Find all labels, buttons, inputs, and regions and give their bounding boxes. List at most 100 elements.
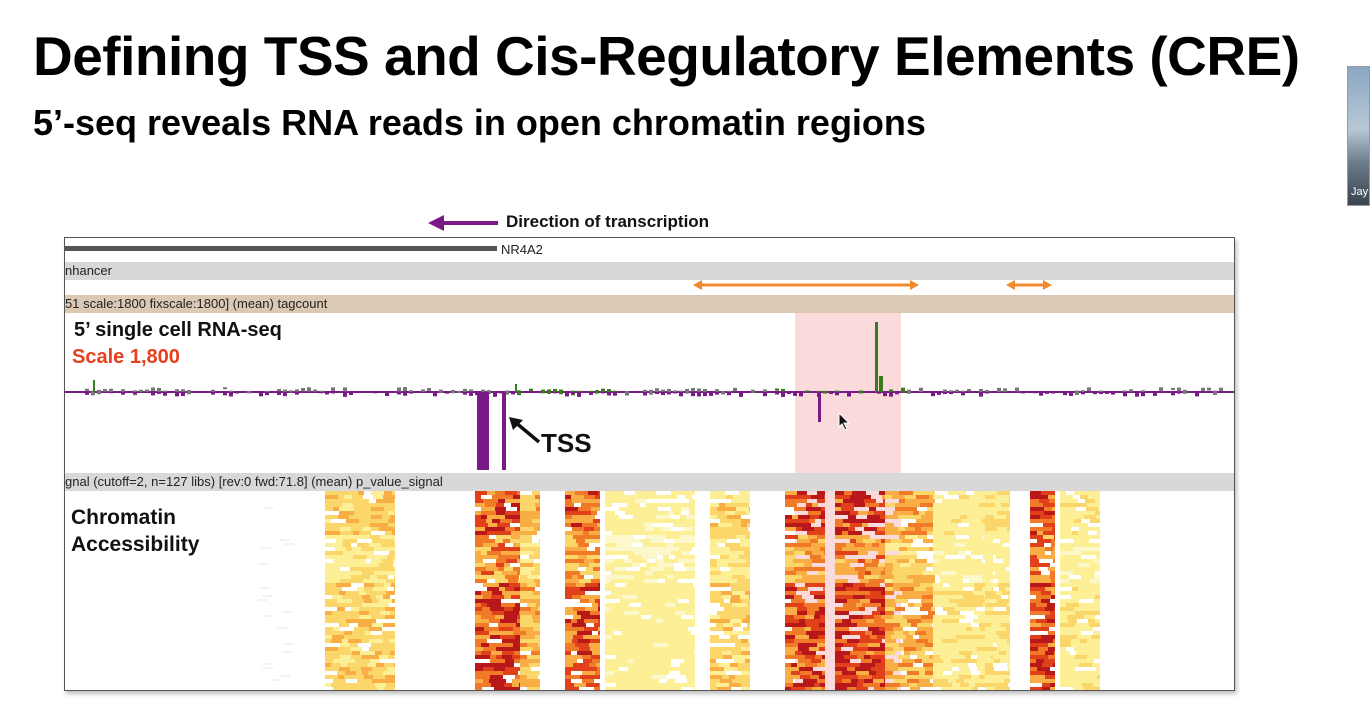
heatmap-cell: [362, 499, 369, 503]
tagcount-track-header[interactable]: 51 scale:1800 fixscale:1800] (mean) tagc…: [65, 295, 1234, 313]
heatmap-cell: [679, 547, 685, 551]
signal-reverse-mark: [607, 392, 611, 396]
signal-reverse-mark: [469, 392, 473, 396]
heatmap-cell: [668, 635, 683, 639]
signal-forward-mark: [439, 389, 443, 393]
signal-reverse-mark: [1045, 392, 1049, 394]
heatmap-cell: [355, 559, 365, 563]
heatmap-cell: [528, 623, 540, 627]
heatmap-cell: [1068, 619, 1077, 623]
heatmap-cell: [565, 631, 577, 635]
heatmap-cell: [1042, 687, 1050, 690]
heatmap-cell: [611, 607, 617, 611]
heatmap-cell: [628, 667, 635, 671]
heatmap-cell: [994, 659, 1000, 663]
heatmap-cell: [815, 611, 825, 615]
signal-track-header[interactable]: gnal (cutoff=2, n=127 libs) [rev:0 fwd:7…: [65, 473, 1234, 491]
heatmap-cell: [536, 687, 540, 690]
heatmap-cell: [573, 635, 583, 639]
heatmap-cell: [1030, 531, 1037, 535]
heatmap-cell: [916, 519, 931, 523]
heatmap-cell: [646, 503, 658, 507]
heatmap-cell: [785, 635, 795, 639]
heatmap-cell: [668, 583, 678, 587]
heatmap-cell: [1060, 567, 1068, 571]
video-thumbnail[interactable]: [1347, 66, 1370, 206]
heatmap-cell: [1004, 679, 1010, 683]
heatmap-cell: [710, 527, 718, 531]
heatmap-cell: [842, 619, 851, 623]
heatmap-cell: [944, 663, 959, 667]
heatmap-cell: [332, 595, 342, 599]
heatmap-cell: [872, 631, 885, 635]
heatmap-cell: [572, 575, 578, 579]
heatmap-cell: [263, 507, 274, 509]
heatmap-cell: [948, 579, 955, 583]
heatmap-cell: [680, 571, 695, 575]
heatmap-cell: [823, 587, 825, 591]
heatmap-cell: [985, 583, 998, 587]
heatmap-cell: [983, 555, 993, 559]
heatmap-cell: [880, 611, 885, 615]
heatmap-cell: [885, 539, 891, 543]
heatmap-cell: [794, 551, 805, 555]
heatmap-cell: [956, 679, 964, 683]
heatmap-cell: [853, 647, 868, 651]
heatmap-cell: [1097, 643, 1100, 647]
heatmap-cell: [956, 571, 970, 575]
signal-forward-mark: [955, 389, 959, 392]
heatmap-cell: [1030, 515, 1040, 519]
heatmap-cell: [1060, 619, 1068, 623]
heatmap-cell: [663, 611, 675, 615]
heatmap-cell: [871, 571, 881, 575]
heatmap-cell: [990, 579, 993, 583]
heatmap-cell: [688, 491, 695, 495]
heatmap-cell: [665, 603, 675, 607]
heatmap-cell: [864, 527, 877, 531]
signal-forward-mark: [85, 388, 89, 392]
heatmap-cell: [621, 579, 629, 583]
heatmap-cell: [835, 587, 846, 591]
heatmap-cell: [531, 679, 540, 683]
heatmap-cell: [995, 503, 1001, 507]
signal-forward-mark: [301, 387, 305, 392]
heatmap-cell: [475, 671, 489, 675]
enhancer-track-header[interactable]: nhancer: [65, 262, 1234, 280]
heatmap-cell: [982, 587, 992, 591]
heatmap-cell: [965, 655, 971, 659]
heatmap-cell: [348, 603, 362, 607]
rna-seq-signal-track[interactable]: [65, 313, 1235, 473]
signal-forward-mark: [919, 387, 923, 393]
heatmap-cell: [850, 495, 859, 499]
heatmap-cell: [565, 619, 571, 623]
signal-reverse-mark: [121, 392, 125, 395]
heatmap-cell: [369, 639, 383, 643]
signal-reverse-mark: [775, 392, 779, 395]
heatmap-cell: [594, 559, 600, 563]
heatmap-cell: [475, 623, 489, 627]
chromatin-accessibility-heatmap[interactable]: [65, 491, 1235, 691]
heatmap-cell: [634, 631, 649, 635]
heatmap-cell: [689, 507, 695, 511]
heatmap-cell: [384, 663, 394, 667]
heatmap-cell: [882, 519, 885, 523]
heatmap-cell: [878, 563, 885, 567]
heatmap-cell: [871, 683, 880, 687]
heatmap-cell: [379, 563, 393, 567]
heatmap-cell: [1077, 635, 1083, 639]
heatmap-cell: [674, 623, 680, 627]
heatmap-cell: [325, 651, 339, 655]
heatmap-cell: [359, 591, 366, 595]
heatmap-cell: [282, 651, 293, 653]
heatmap-cell: [618, 495, 625, 499]
heatmap-cell: [565, 491, 575, 495]
gene-track-bar[interactable]: [65, 246, 497, 251]
signal-forward-mark: [469, 389, 473, 392]
heatmap-cell: [851, 679, 858, 683]
heatmap-cell: [1079, 503, 1087, 507]
signal-forward-mark: [103, 389, 107, 392]
genome-browser-panel: NR4A2 nhancer 51 scale:1800 fixscale:180…: [64, 237, 1235, 691]
heatmap-cell: [1030, 535, 1043, 539]
heatmap-cell: [534, 527, 540, 531]
heatmap-cell: [805, 583, 817, 587]
